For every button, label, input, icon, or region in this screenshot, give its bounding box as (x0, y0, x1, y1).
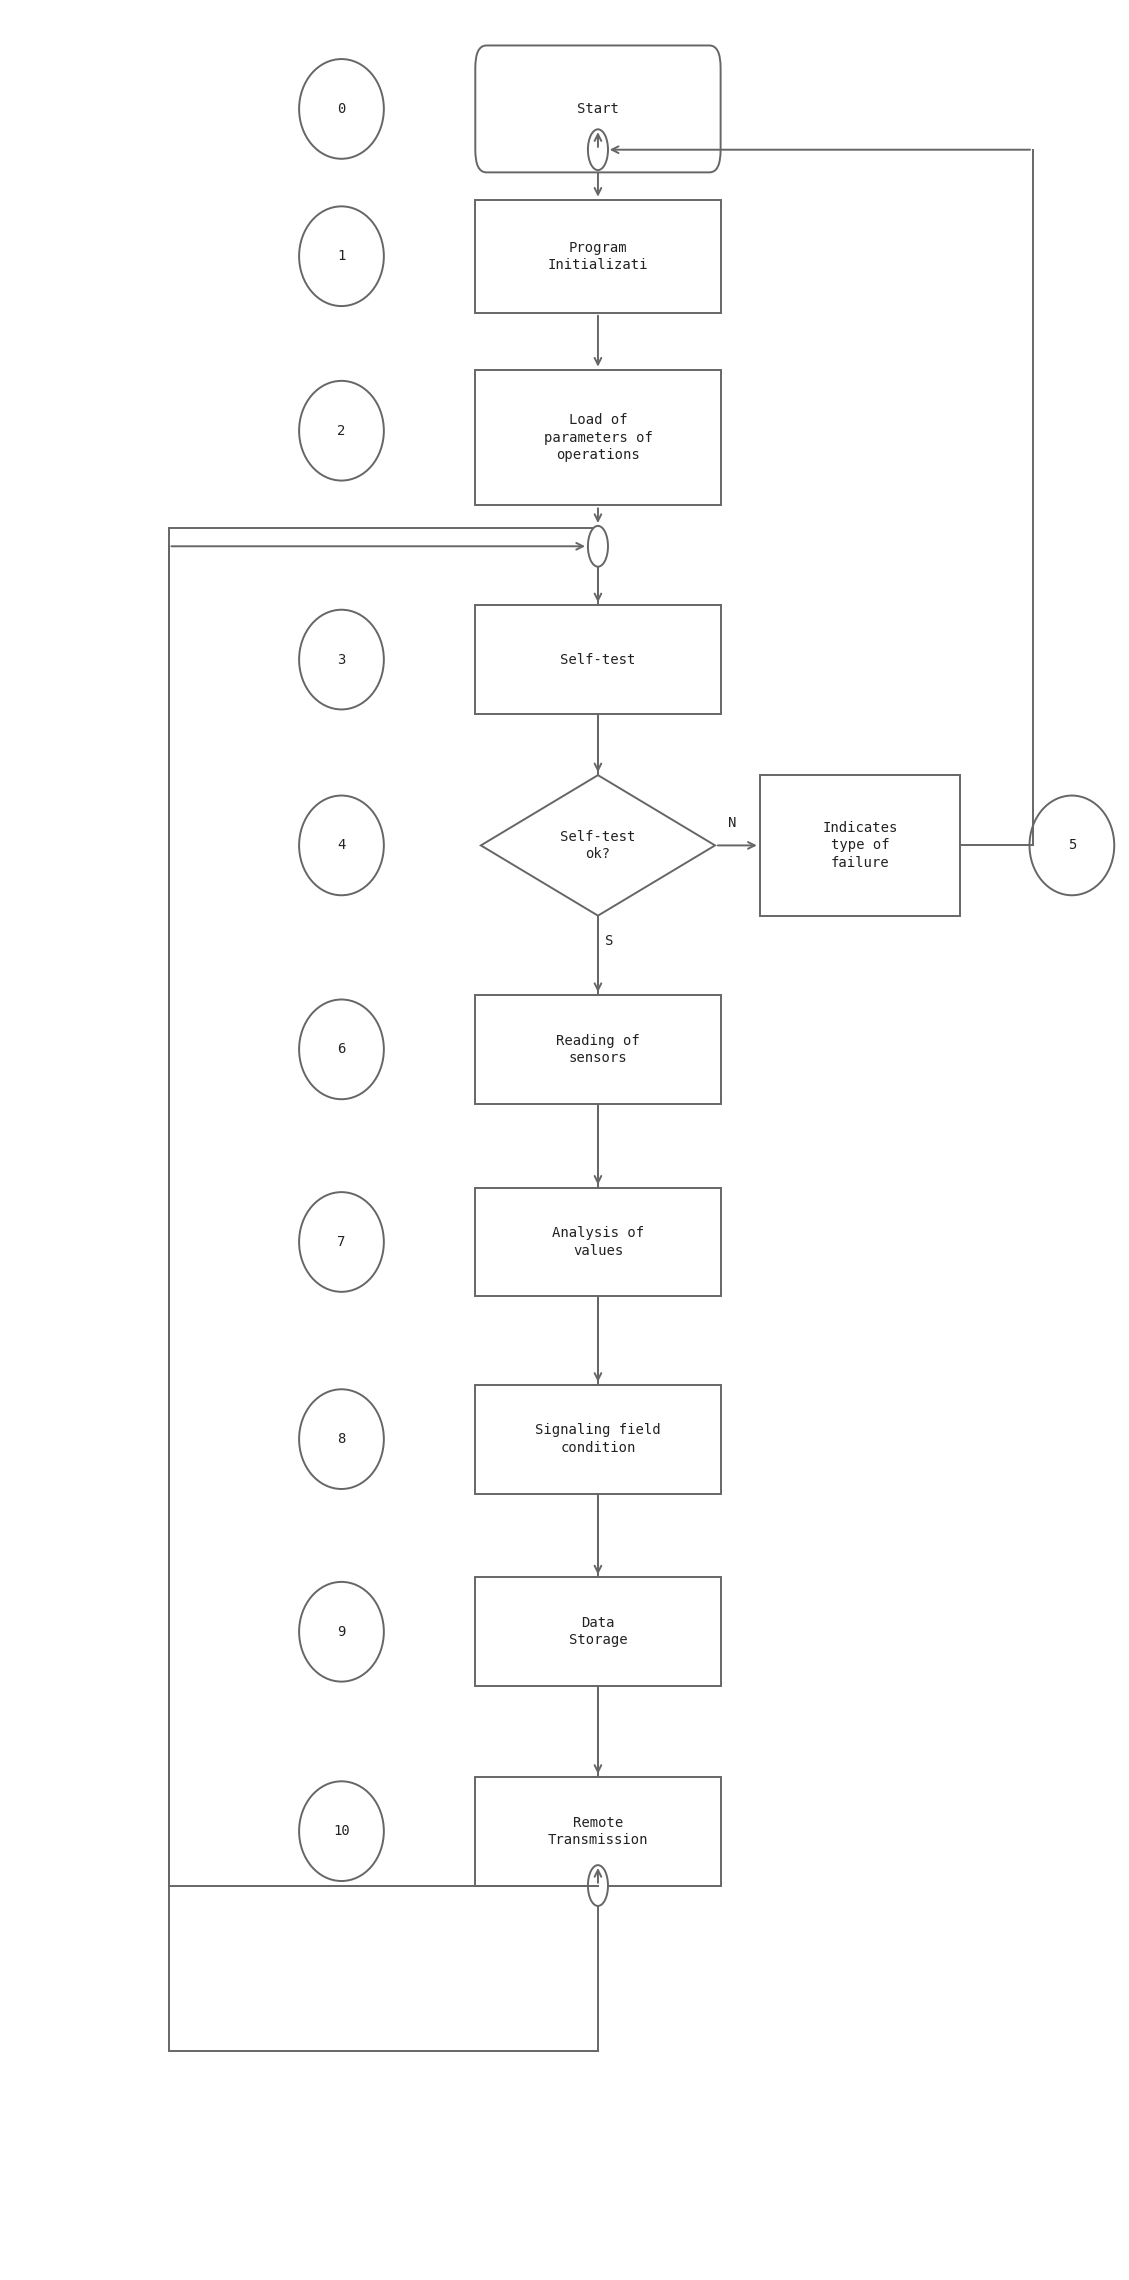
Text: Self-test: Self-test (560, 652, 636, 666)
Ellipse shape (299, 609, 384, 709)
Text: Remote
Transmission: Remote Transmission (548, 1815, 648, 1847)
FancyBboxPatch shape (475, 46, 720, 173)
Ellipse shape (299, 1389, 384, 1489)
Text: S: S (605, 933, 613, 948)
Bar (475, 1384, 720, 1493)
Text: Reading of
sensors: Reading of sensors (557, 1033, 640, 1065)
Text: 6: 6 (338, 1042, 345, 1056)
Text: Indicates
type of
failure: Indicates type of failure (822, 821, 898, 869)
Ellipse shape (299, 796, 384, 896)
Ellipse shape (1030, 796, 1114, 896)
Text: 5: 5 (1068, 839, 1076, 853)
Text: Analysis of
values: Analysis of values (552, 1227, 644, 1259)
Bar (760, 775, 961, 917)
Bar (475, 201, 720, 312)
Ellipse shape (299, 1192, 384, 1293)
Text: Self-test
ok?: Self-test ok? (560, 830, 636, 862)
Bar (168, 529, 598, 2052)
Ellipse shape (299, 59, 384, 160)
Bar (475, 1188, 720, 1297)
Ellipse shape (299, 207, 384, 306)
Circle shape (588, 527, 609, 568)
Text: 3: 3 (338, 652, 345, 666)
Text: 10: 10 (333, 1824, 350, 1838)
Polygon shape (481, 775, 715, 917)
Text: Load of
parameters of
operations: Load of parameters of operations (543, 413, 653, 463)
Ellipse shape (299, 381, 384, 481)
Bar (475, 994, 720, 1104)
Bar (475, 1776, 720, 1886)
Text: 0: 0 (338, 103, 345, 116)
Ellipse shape (299, 1582, 384, 1683)
Text: N: N (727, 816, 736, 830)
Text: 1: 1 (338, 249, 345, 262)
Ellipse shape (299, 1781, 384, 1881)
Text: 8: 8 (338, 1432, 345, 1446)
Text: Signaling field
condition: Signaling field condition (535, 1423, 660, 1455)
Text: Program
Initializati: Program Initializati (548, 242, 648, 271)
Ellipse shape (299, 999, 384, 1099)
Text: Start: Start (577, 103, 619, 116)
Text: 4: 4 (338, 839, 345, 853)
Text: 7: 7 (338, 1236, 345, 1249)
Text: 2: 2 (338, 424, 345, 438)
Bar (475, 604, 720, 714)
Text: Data
Storage: Data Storage (569, 1617, 628, 1648)
Text: 9: 9 (338, 1626, 345, 1639)
Circle shape (588, 130, 609, 171)
Circle shape (588, 1865, 609, 1906)
Bar (475, 369, 720, 506)
Bar (475, 1578, 720, 1687)
